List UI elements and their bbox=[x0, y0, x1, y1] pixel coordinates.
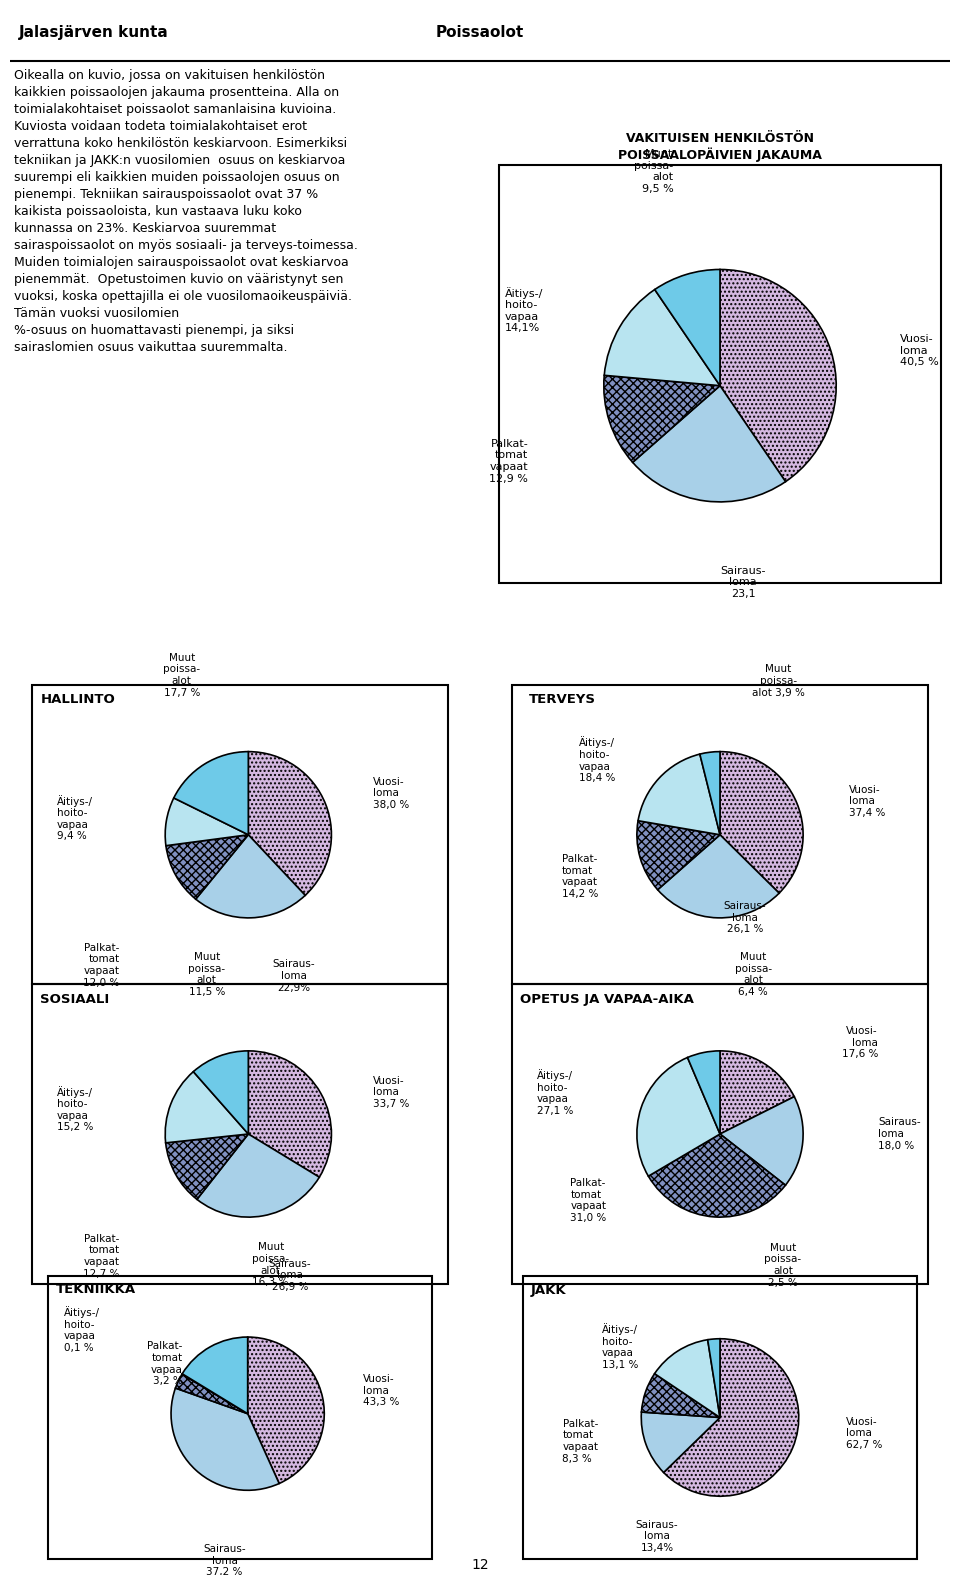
Wedge shape bbox=[663, 1339, 799, 1496]
Text: 12: 12 bbox=[471, 1558, 489, 1572]
Text: Palkat-
tomat
vapaat
12,7 %: Palkat- tomat vapaat 12,7 % bbox=[84, 1233, 119, 1279]
Text: Muut
poissa-
alot
17,7 %: Muut poissa- alot 17,7 % bbox=[163, 652, 201, 698]
Wedge shape bbox=[249, 1051, 331, 1177]
Text: Äitiys-/
hoito-
vapaa
14,1%: Äitiys-/ hoito- vapaa 14,1% bbox=[505, 287, 543, 334]
Text: Sairaus-
loma
26,1 %: Sairaus- loma 26,1 % bbox=[724, 901, 766, 934]
Wedge shape bbox=[604, 290, 720, 386]
Text: TERVEYS: TERVEYS bbox=[529, 693, 596, 707]
Text: Vuosi-
loma
17,6 %: Vuosi- loma 17,6 % bbox=[842, 1025, 878, 1058]
Text: Palkat-
tomat
vapaat
12,0 %: Palkat- tomat vapaat 12,0 % bbox=[84, 943, 119, 988]
Text: SOSIAALI: SOSIAALI bbox=[40, 992, 109, 1006]
Wedge shape bbox=[638, 754, 720, 835]
Text: Jalasjärven kunta: Jalasjärven kunta bbox=[19, 25, 169, 41]
Text: Muut
poissa-
alot
2,5 %: Muut poissa- alot 2,5 % bbox=[764, 1243, 802, 1288]
Text: TEKNIIKKA: TEKNIIKKA bbox=[56, 1284, 136, 1296]
Text: Palkat-
tomat
vapaat
12,9 %: Palkat- tomat vapaat 12,9 % bbox=[490, 439, 528, 484]
Text: Palkat-
tomat
vapaa
3,2 %: Palkat- tomat vapaa 3,2 % bbox=[147, 1342, 182, 1386]
Text: Muut
poissa-
alot 3,9 %: Muut poissa- alot 3,9 % bbox=[752, 665, 804, 698]
Text: Muut
poissa-
alot
6,4 %: Muut poissa- alot 6,4 % bbox=[734, 951, 772, 997]
Text: Sairaus-
loma
18,0 %: Sairaus- loma 18,0 % bbox=[878, 1117, 921, 1151]
Wedge shape bbox=[720, 1051, 794, 1134]
Text: Äitiys-/
hoito-
vapaa
18,4 %: Äitiys-/ hoito- vapaa 18,4 % bbox=[579, 737, 615, 783]
Wedge shape bbox=[174, 751, 249, 835]
Text: Vuosi-
loma
40,5 %: Vuosi- loma 40,5 % bbox=[900, 334, 939, 367]
Text: Sairaus-
loma
22,9%: Sairaus- loma 22,9% bbox=[273, 959, 315, 992]
Text: Muut
poissa-
alot
16,3 %: Muut poissa- alot 16,3 % bbox=[252, 1243, 289, 1287]
Text: Vuosi-
loma
38,0 %: Vuosi- loma 38,0 % bbox=[373, 776, 409, 810]
Text: Poissaolot: Poissaolot bbox=[436, 25, 524, 41]
Wedge shape bbox=[182, 1373, 248, 1414]
Text: Äitiys-/
hoito-
vapaa
0,1 %: Äitiys-/ hoito- vapaa 0,1 % bbox=[63, 1306, 100, 1353]
Wedge shape bbox=[720, 751, 804, 893]
Wedge shape bbox=[720, 269, 836, 482]
Wedge shape bbox=[633, 386, 785, 502]
Wedge shape bbox=[687, 1051, 720, 1134]
Text: Muut
poissa-
alot
11,5 %: Muut poissa- alot 11,5 % bbox=[188, 951, 226, 997]
Text: JAKK: JAKK bbox=[531, 1284, 566, 1296]
Wedge shape bbox=[196, 835, 305, 918]
Text: Äitiys-/
hoito-
vapaa
9,4 %: Äitiys-/ hoito- vapaa 9,4 % bbox=[58, 795, 93, 841]
Wedge shape bbox=[636, 1057, 720, 1177]
Wedge shape bbox=[655, 269, 720, 386]
Wedge shape bbox=[708, 1339, 720, 1418]
Text: OPETUS JA VAPAA-AIKA: OPETUS JA VAPAA-AIKA bbox=[520, 992, 694, 1006]
Wedge shape bbox=[641, 1373, 720, 1418]
Text: Vuosi-
loma
43,3 %: Vuosi- loma 43,3 % bbox=[363, 1373, 399, 1408]
Wedge shape bbox=[165, 1071, 249, 1143]
Text: Palkat-
tomat
vapaat
14,2 %: Palkat- tomat vapaat 14,2 % bbox=[562, 854, 598, 899]
Text: Äitiys-/
hoito-
vapaa
27,1 %: Äitiys-/ hoito- vapaa 27,1 % bbox=[538, 1069, 573, 1115]
Wedge shape bbox=[171, 1388, 279, 1490]
Wedge shape bbox=[165, 799, 249, 846]
Wedge shape bbox=[641, 1413, 720, 1473]
Text: Äitiys-/
hoito-
vapaa
13,1 %: Äitiys-/ hoito- vapaa 13,1 % bbox=[602, 1323, 638, 1370]
Text: Muut
poissa-
alot
9,5 %: Muut poissa- alot 9,5 % bbox=[635, 150, 674, 194]
Wedge shape bbox=[197, 1134, 320, 1217]
Wedge shape bbox=[182, 1337, 248, 1414]
Wedge shape bbox=[648, 1134, 785, 1217]
Text: Palkat-
tomat
vapaat
31,0 %: Palkat- tomat vapaat 31,0 % bbox=[570, 1178, 607, 1222]
Wedge shape bbox=[700, 751, 720, 835]
Wedge shape bbox=[636, 821, 720, 890]
Wedge shape bbox=[249, 751, 331, 895]
Text: Palkat-
tomat
vapaat
8,3 %: Palkat- tomat vapaat 8,3 % bbox=[563, 1419, 598, 1463]
Text: Äitiys-/
hoito-
vapaa
15,2 %: Äitiys-/ hoito- vapaa 15,2 % bbox=[58, 1085, 93, 1132]
Wedge shape bbox=[655, 1340, 720, 1418]
Title: VAKITUISEN HENKILÖSTÖN
POISSAALOPÄIVIEN JAKAUMA: VAKITUISEN HENKILÖSTÖN POISSAALOPÄIVIEN … bbox=[618, 132, 822, 162]
Wedge shape bbox=[248, 1337, 324, 1484]
Wedge shape bbox=[720, 1096, 804, 1186]
Text: Sairaus-
loma
23,1: Sairaus- loma 23,1 bbox=[721, 565, 766, 598]
Text: Sairaus-
loma
37,2 %: Sairaus- loma 37,2 % bbox=[204, 1544, 246, 1575]
Text: Vuosi-
loma
62,7 %: Vuosi- loma 62,7 % bbox=[846, 1416, 882, 1451]
Wedge shape bbox=[604, 375, 720, 463]
Wedge shape bbox=[166, 835, 249, 899]
Wedge shape bbox=[176, 1373, 248, 1414]
Text: Sairaus-
loma
26,9 %: Sairaus- loma 26,9 % bbox=[269, 1258, 311, 1292]
Text: Vuosi-
loma
33,7 %: Vuosi- loma 33,7 % bbox=[373, 1076, 409, 1109]
Text: Sairaus-
loma
13,4%: Sairaus- loma 13,4% bbox=[636, 1520, 679, 1553]
Text: Oikealla on kuvio, jossa on vakituisen henkilöstön
kaikkien poissaolojen jakauma: Oikealla on kuvio, jossa on vakituisen h… bbox=[14, 69, 358, 354]
Text: Vuosi-
loma
37,4 %: Vuosi- loma 37,4 % bbox=[849, 784, 885, 817]
Wedge shape bbox=[193, 1051, 249, 1134]
Text: HALLINTO: HALLINTO bbox=[40, 693, 115, 707]
Wedge shape bbox=[658, 835, 780, 918]
Wedge shape bbox=[166, 1134, 249, 1199]
